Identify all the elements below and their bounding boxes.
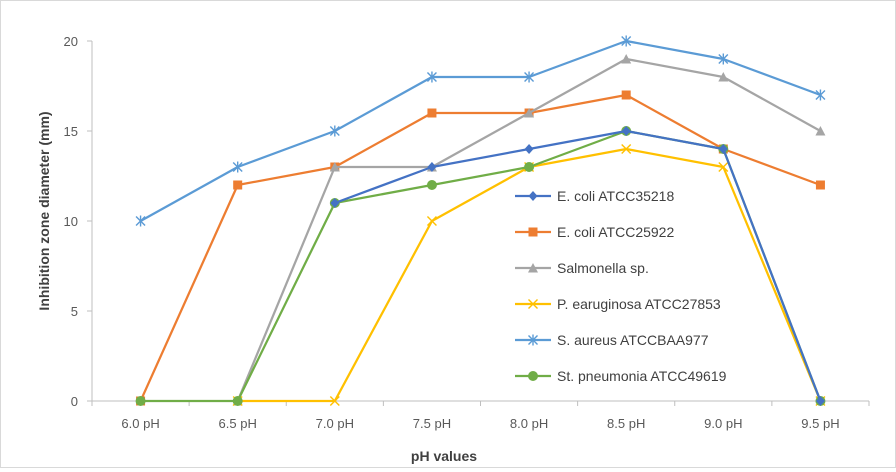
data-point [427,108,437,118]
legend-label: S. aureus ATCCBAA977 [557,332,709,348]
x-tick-label: 7.5 pH [413,416,451,431]
data-point [232,396,243,406]
x-tick-label: 6.0 pH [121,416,159,431]
data-point [621,144,632,154]
legend-marker [528,227,538,237]
series-line [237,147,822,403]
legend-item: St. pneumonia ATCC49619 [515,368,727,384]
series-1 [330,126,825,406]
data-point [329,396,340,406]
data-point [426,216,437,226]
data-point [524,162,535,172]
data-point [815,396,825,406]
x-tick-label: 9.5 pH [801,416,839,431]
legend-item: P. earuginosa ATCC27853 [515,296,721,312]
legend-item: Salmonella sp. [515,260,649,276]
data-point [815,89,826,101]
x-axis-title: pH values [411,448,477,464]
legend-item: E. coli ATCC25922 [515,224,674,240]
y-tick-label: 20 [64,34,78,49]
x-tick-label: 6.5 pH [219,416,257,431]
data-point [718,53,729,65]
legend-label: E. coli ATCC35218 [557,188,674,204]
data-point [329,162,340,172]
x-tick-label: 9.0 pH [704,416,742,431]
series-2 [136,90,825,406]
data-point [621,126,631,136]
data-point [426,180,437,190]
data-point [718,72,729,82]
data-point [524,108,535,118]
y-tick-label: 10 [64,214,78,229]
data-point [718,144,728,154]
y-tick-label: 0 [71,394,78,409]
data-point [135,396,146,406]
data-point [621,90,631,100]
data-point [426,71,437,83]
y-axis-title: Inhibition zone diameter (mm) [36,111,52,310]
x-tick-label: 8.0 pH [510,416,548,431]
legend-item: S. aureus ATCCBAA977 [515,332,709,348]
data-point [815,180,825,190]
data-point [718,162,729,172]
legend-marker [528,191,538,201]
data-point [621,54,632,64]
legend-label: St. pneumonia ATCC49619 [557,368,727,384]
legend-item: E. coli ATCC35218 [515,188,674,204]
legend-marker [528,371,538,381]
data-point [329,125,340,137]
data-point [427,162,437,172]
series-line [139,93,821,402]
legend-marker [528,334,538,346]
legend-label: Salmonella sp. [557,260,649,276]
series-line [140,39,821,222]
series-line [140,129,822,403]
data-point [330,198,340,208]
y-tick-label: 15 [64,124,78,139]
data-point [233,180,243,190]
x-tick-label: 7.0 pH [316,416,354,431]
data-point [524,71,535,83]
legend-label: E. coli ATCC25922 [557,224,674,240]
series-line [334,129,822,402]
data-point [135,215,146,227]
data-point [621,35,632,47]
series-5 [135,35,826,227]
legend-marker [528,299,538,309]
data-point [524,144,534,154]
legend-label: P. earuginosa ATCC27853 [557,296,721,312]
data-point [232,161,243,173]
x-tick-label: 8.5 pH [607,416,645,431]
y-tick-label: 5 [71,304,78,319]
data-point [815,126,826,136]
legend-marker [528,263,538,273]
